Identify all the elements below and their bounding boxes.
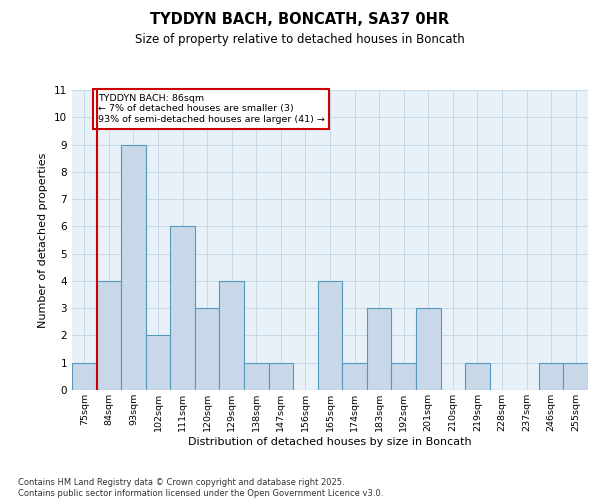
Bar [269,362,293,390]
Text: TYDDYN BACH: 86sqm
← 7% of detached houses are smaller (3)
93% of semi-detached : TYDDYN BACH: 86sqm ← 7% of detached hous… [98,94,325,124]
Text: TYDDYN BACH, BONCATH, SA37 0HR: TYDDYN BACH, BONCATH, SA37 0HR [151,12,449,28]
Text: Size of property relative to detached houses in Boncath: Size of property relative to detached ho… [135,32,465,46]
Bar [97,281,121,390]
Bar [195,308,220,390]
Bar [539,362,563,390]
Y-axis label: Number of detached properties: Number of detached properties [38,152,49,328]
Bar [342,362,367,390]
Bar [563,362,588,390]
Bar [220,281,244,390]
Bar [170,226,195,390]
Bar [318,281,342,390]
X-axis label: Distribution of detached houses by size in Boncath: Distribution of detached houses by size … [188,436,472,446]
Bar [367,308,391,390]
Bar [244,362,269,390]
Bar [391,362,416,390]
Bar [416,308,440,390]
Bar [146,336,170,390]
Text: Contains HM Land Registry data © Crown copyright and database right 2025.
Contai: Contains HM Land Registry data © Crown c… [18,478,383,498]
Bar [121,144,146,390]
Bar [72,362,97,390]
Bar [465,362,490,390]
